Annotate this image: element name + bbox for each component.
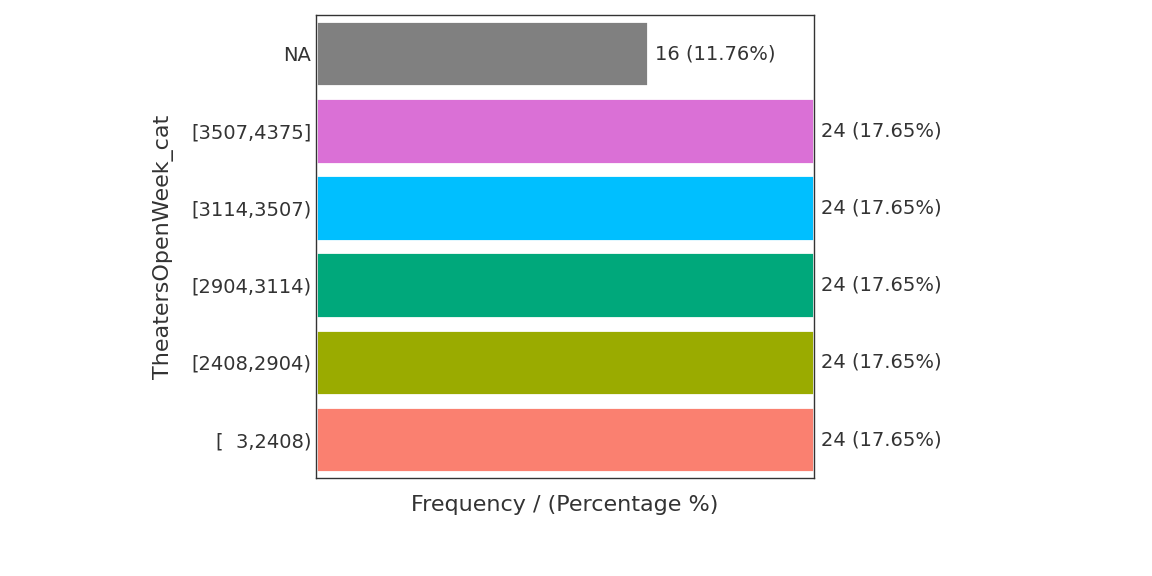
Text: 16 (11.76%): 16 (11.76%): [654, 44, 775, 63]
Text: 24 (17.65%): 24 (17.65%): [820, 276, 941, 295]
X-axis label: Frequency / (Percentage %): Frequency / (Percentage %): [411, 495, 719, 515]
Bar: [316, 175, 813, 241]
Bar: [316, 252, 813, 318]
Bar: [316, 98, 813, 164]
Text: 24 (17.65%): 24 (17.65%): [820, 122, 941, 141]
Bar: [316, 329, 813, 395]
Text: 24 (17.65%): 24 (17.65%): [820, 430, 941, 449]
Y-axis label: TheatersOpenWeek_cat: TheatersOpenWeek_cat: [153, 115, 174, 379]
Text: 24 (17.65%): 24 (17.65%): [820, 199, 941, 218]
Bar: [316, 21, 647, 86]
Bar: [316, 407, 813, 472]
Text: 24 (17.65%): 24 (17.65%): [820, 353, 941, 372]
